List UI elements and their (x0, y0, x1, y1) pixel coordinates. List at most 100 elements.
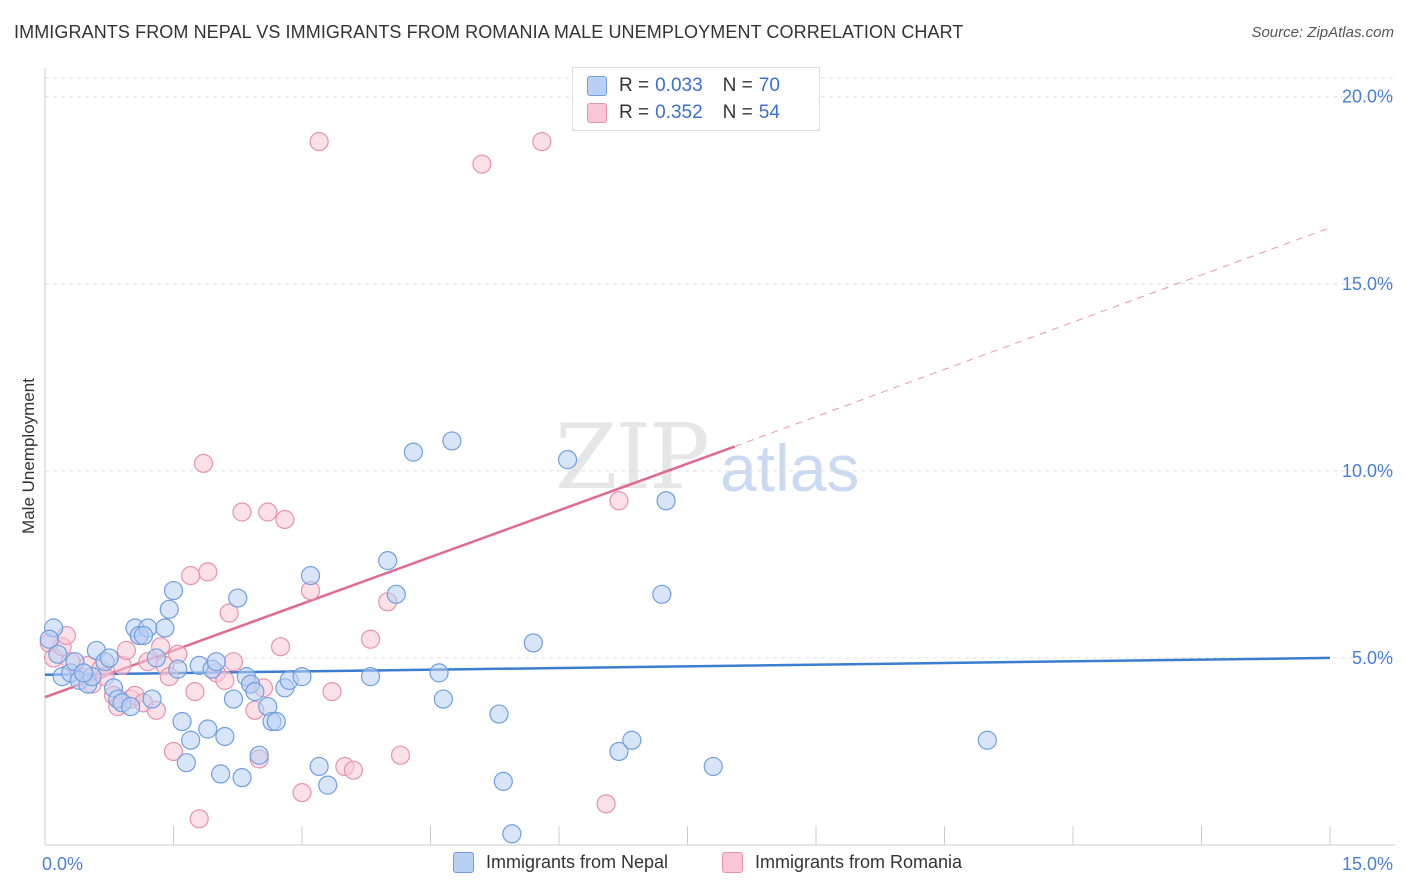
trend-lines (44, 227, 1331, 699)
nepal-point (163, 580, 184, 601)
nepal-point (429, 663, 449, 683)
nepal-point (155, 618, 175, 638)
nepal-point (99, 648, 119, 668)
nepal-point (168, 659, 188, 679)
gridlines (45, 77, 1395, 659)
nepal-point (523, 633, 543, 653)
romania-point (189, 809, 209, 829)
nepal-point (215, 726, 235, 747)
romania-point (193, 453, 214, 473)
y-tick-label: 10.0% (1342, 461, 1393, 481)
romania-legend-swatch (722, 852, 743, 873)
romania-trend-extension (734, 227, 1331, 448)
romania-point (181, 566, 201, 586)
nepal-trend-line (44, 656, 1331, 677)
romania-point (609, 491, 629, 511)
y-axis-title: Male Unemployment (19, 378, 38, 534)
nepal-point (309, 756, 329, 777)
romania-point (232, 502, 252, 522)
romania-point (215, 670, 235, 690)
nepal-point (39, 629, 59, 649)
nepal-point (433, 689, 453, 709)
chart-title: IMMIGRANTS FROM NEPAL VS IMMIGRANTS FROM… (14, 22, 964, 42)
nepal-point (557, 450, 578, 470)
legend-row-romania: R = 0.352 N = 54 (587, 101, 780, 125)
nepal-point (502, 824, 522, 844)
romania-legend-label: Immigrants from Romania (755, 852, 963, 872)
nepal-point (493, 771, 513, 791)
nepal-point (403, 442, 423, 462)
romania-point (532, 132, 552, 152)
romania-point (258, 502, 278, 522)
nepal-point (121, 696, 141, 717)
nepal-point (266, 711, 286, 732)
romania-point (219, 603, 239, 623)
watermark-atlas: atlas (720, 431, 860, 505)
y-tick-label: 20.0% (1342, 87, 1393, 107)
nepal-legend-swatch (453, 852, 474, 873)
n-label: N = (722, 102, 753, 123)
romania-point (116, 640, 136, 661)
nepal-point (176, 753, 196, 773)
romania-point (596, 794, 616, 814)
tick-labels: 5.0% 10.0% 15.0% 20.0% 0.0% 15.0% (42, 87, 1393, 874)
romania-point (198, 562, 218, 582)
romania-point (309, 132, 329, 152)
nepal-point (703, 756, 723, 777)
r-label: R = (619, 75, 650, 96)
legend-item-nepal[interactable]: Immigrants from Nepal (453, 852, 668, 873)
nepal-point (249, 745, 269, 765)
romania-point (360, 629, 381, 649)
data-points (39, 132, 997, 844)
nepal-point (48, 644, 68, 664)
nepal-point (656, 491, 676, 511)
nepal-n-value: 70 (758, 75, 780, 96)
nepal-point (318, 775, 338, 795)
nepal-point (198, 719, 218, 739)
nepal-point (211, 764, 231, 784)
nepal-point (146, 648, 166, 668)
romania-r-value: 0.352 (655, 102, 703, 123)
nepal-point (223, 689, 244, 709)
n-label: N = (722, 75, 753, 96)
nepal-point (159, 599, 179, 619)
source-credit: Source: ZipAtlas.com (1251, 24, 1394, 41)
nepal-point (300, 566, 321, 586)
nepal-point (142, 689, 162, 709)
y-tick-label: 15.0% (1342, 274, 1393, 294)
romania-point (163, 741, 184, 762)
nepal-point (172, 711, 192, 732)
nepal-point (245, 681, 265, 702)
romania-swatch (587, 103, 607, 123)
x-tick-label: 15.0% (1342, 854, 1393, 874)
stats-legend: R = 0.033 N = 70 R = 0.352 N = 54 (572, 67, 820, 131)
x-tick-label: 0.0% (42, 854, 83, 874)
romania-point (185, 681, 205, 702)
romania-n-value: 54 (758, 102, 780, 123)
nepal-swatch (587, 76, 607, 96)
y-tick-label: 5.0% (1352, 648, 1393, 668)
nepal-legend-label: Immigrants from Nepal (486, 852, 669, 872)
nepal-point (442, 431, 462, 451)
romania-point (270, 637, 291, 657)
nepal-point (133, 625, 154, 646)
romania-point (292, 783, 312, 803)
r-label: R = (619, 102, 650, 123)
romania-point (390, 745, 411, 765)
nepal-point (206, 652, 226, 672)
nepal-point (73, 663, 94, 683)
nepal-r-value: 0.033 (655, 75, 703, 96)
romania-point (223, 652, 244, 672)
romania-point (343, 760, 363, 780)
romania-point (472, 154, 492, 174)
nepal-point (489, 704, 509, 724)
legend-row-nepal: R = 0.033 N = 70 (587, 74, 780, 98)
legend-item-romania[interactable]: Immigrants from Romania (722, 852, 962, 873)
romania-point (322, 681, 342, 702)
nepal-point (360, 667, 381, 687)
nepal-point (622, 730, 642, 750)
nepal-point (181, 730, 201, 750)
series-legend: Immigrants from Nepal Immigrants from Ro… (0, 852, 1406, 878)
nepal-point (228, 588, 248, 608)
